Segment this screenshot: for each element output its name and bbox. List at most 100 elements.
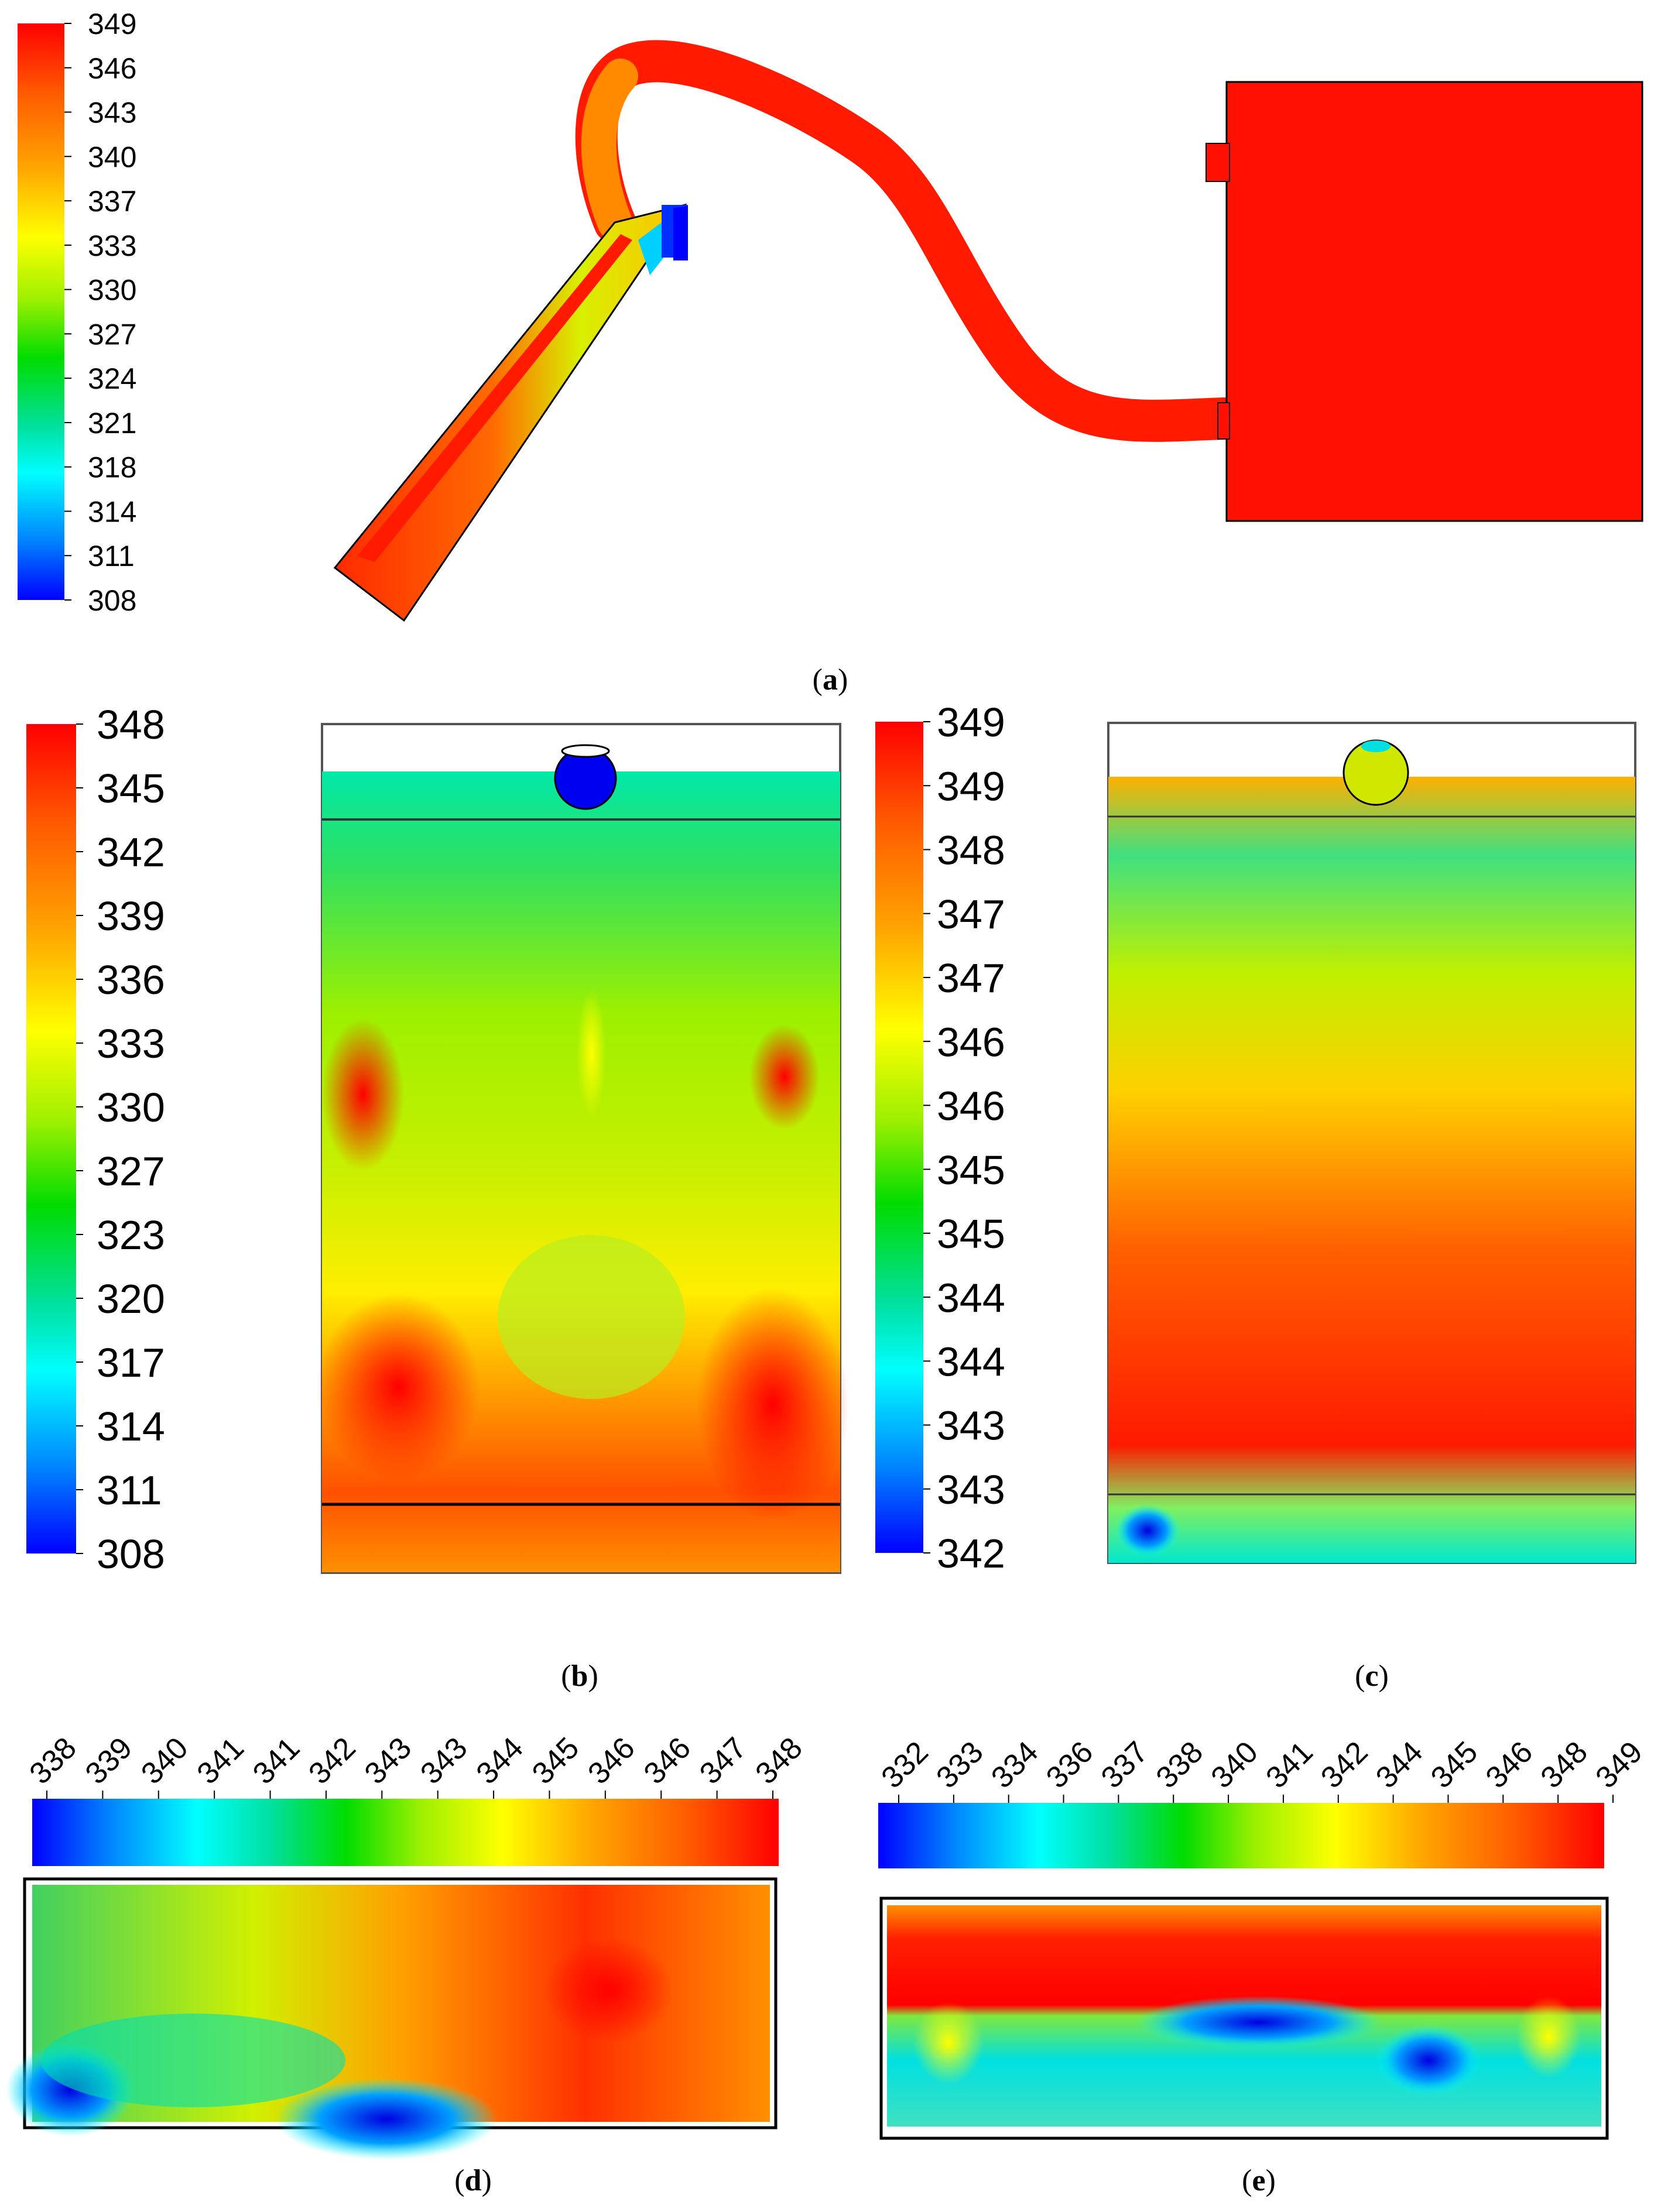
scale-label: 330 xyxy=(88,274,136,307)
panel-c-contour xyxy=(1107,722,1636,1564)
panel-a-colorbar xyxy=(18,23,64,600)
scale-label: 340 xyxy=(1205,1735,1265,1795)
panel-c-scale-ticks: 349 349 348 347 347 346 346 345 345 344 344 343 343 3… xyxy=(923,699,1005,1576)
scale-label: 314 xyxy=(97,1404,165,1449)
scale-label: 341 xyxy=(191,1731,251,1791)
scale-label: 344 xyxy=(937,1339,1005,1385)
caption-letter: b xyxy=(571,1659,588,1693)
scale-label: 341 xyxy=(1259,1735,1319,1795)
panel-b-scale-ticks: 348 345 342 339 336 333 330 327 323 320 317 314 311 3… xyxy=(76,702,165,1577)
scale-label: 349 xyxy=(1589,1735,1649,1795)
scale-label: 311 xyxy=(97,1467,162,1513)
scale-label: 344 xyxy=(470,1731,530,1791)
scale-label: 343 xyxy=(358,1731,418,1791)
panel-a-caption: (a) xyxy=(813,663,848,697)
panel-a-tank xyxy=(1205,81,1643,522)
scale-label: 336 xyxy=(1040,1735,1100,1795)
scale-label: 318 xyxy=(88,451,136,484)
caption-letter: c xyxy=(1365,1659,1378,1693)
scale-label: 333 xyxy=(88,229,136,262)
scale-label: 346 xyxy=(581,1731,641,1791)
scale-label: 327 xyxy=(88,318,136,351)
scale-label: 345 xyxy=(97,766,165,811)
scale-label: 327 xyxy=(97,1148,165,1194)
scale-label: 336 xyxy=(97,957,165,1003)
scale-label: 314 xyxy=(88,495,136,528)
scale-label: 337 xyxy=(88,185,136,218)
panel-e: 3323333343363373383403413423443453463483… xyxy=(875,1735,1649,2197)
scale-label: 341 xyxy=(246,1731,306,1791)
scale-label: 348 xyxy=(749,1731,809,1791)
caption-letter: a xyxy=(823,663,838,697)
scale-label: 311 xyxy=(88,540,135,572)
panel-a: 349 346 343 340 337 333 330 327 324 321 318 314 311 3… xyxy=(18,8,1643,697)
scale-label: 349 xyxy=(88,8,136,40)
caption-letter: e xyxy=(1252,2164,1265,2197)
scale-label: 340 xyxy=(135,1731,194,1791)
scale-label: 344 xyxy=(1369,1735,1429,1795)
scale-label: 338 xyxy=(1150,1735,1210,1795)
panel-e-caption: (e) xyxy=(1242,2164,1276,2197)
scale-label: 345 xyxy=(1424,1735,1484,1795)
panel-b: 348 345 342 339 336 333 330 327 323 320 317 314 311 3… xyxy=(26,702,849,1693)
scale-label: 343 xyxy=(414,1731,474,1791)
scale-label: 346 xyxy=(638,1731,697,1791)
scale-label: 346 xyxy=(937,1083,1005,1129)
panel-c-caption: (c) xyxy=(1355,1659,1389,1693)
panel-b-colorbar xyxy=(26,724,76,1553)
scale-label: 346 xyxy=(1480,1735,1539,1795)
scale-label: 340 xyxy=(88,140,136,173)
scale-label: 348 xyxy=(97,702,165,747)
scale-label: 342 xyxy=(1314,1735,1374,1795)
panel-d-caption: (d) xyxy=(454,2164,492,2197)
scale-label: 347 xyxy=(937,891,1005,937)
caption-letter: d xyxy=(465,2164,482,2197)
scale-label: 347 xyxy=(937,955,1005,1001)
scale-label: 348 xyxy=(937,828,1005,873)
scale-label: 348 xyxy=(1535,1735,1594,1795)
scale-label: 337 xyxy=(1095,1735,1155,1795)
scale-label: 342 xyxy=(97,829,165,875)
scale-label: 343 xyxy=(937,1467,1005,1513)
scale-label: 320 xyxy=(97,1276,165,1322)
scale-label: 332 xyxy=(875,1735,934,1795)
scale-label: 324 xyxy=(88,362,136,395)
scale-label: 344 xyxy=(937,1275,1005,1321)
scale-label: 342 xyxy=(302,1731,362,1791)
scale-label: 346 xyxy=(88,52,136,85)
scale-label: 339 xyxy=(97,893,165,939)
scale-label: 345 xyxy=(937,1147,1005,1193)
panel-d-colorbar xyxy=(32,1799,779,1866)
scale-label: 333 xyxy=(97,1021,165,1066)
scale-label: 333 xyxy=(930,1735,989,1795)
panel-a-collector xyxy=(333,203,688,622)
scale-label: 345 xyxy=(937,1211,1005,1257)
scale-label: 342 xyxy=(937,1531,1005,1576)
panel-d-contour xyxy=(6,1877,778,2160)
scale-label: 349 xyxy=(937,763,1005,809)
panel-b-caption: (b) xyxy=(561,1659,598,1693)
panel-d-scale-ticks: 3383393403413413423433433443453463463473… xyxy=(23,1731,809,1799)
panel-e-contour xyxy=(879,1897,1609,2140)
scale-label: 323 xyxy=(97,1212,165,1258)
scale-label: 347 xyxy=(693,1731,753,1791)
panel-a-hose xyxy=(575,40,1245,442)
panel-a-scale-ticks: 349 346 343 340 337 333 330 327 324 321 318 314 311 3… xyxy=(64,8,136,617)
panel-b-contour xyxy=(316,723,849,1574)
scale-label: 345 xyxy=(526,1731,585,1791)
scale-label: 317 xyxy=(97,1340,165,1385)
scale-label: 334 xyxy=(985,1735,1044,1795)
panel-e-scale-ticks: 3323333343363373383403413423443453463483… xyxy=(875,1735,1649,1803)
scale-label: 321 xyxy=(88,407,136,440)
scale-label: 349 xyxy=(937,699,1005,745)
scale-label: 338 xyxy=(23,1731,83,1791)
panel-c: 349 349 348 347 347 346 346 345 345 344 344 343 343 3… xyxy=(875,699,1636,1693)
panel-e-colorbar xyxy=(878,1803,1604,1868)
scale-label: 330 xyxy=(97,1085,165,1130)
scale-label: 343 xyxy=(937,1403,1005,1449)
scale-label: 343 xyxy=(88,97,136,129)
scale-label: 308 xyxy=(97,1531,165,1577)
panel-c-colorbar xyxy=(875,722,923,1553)
panel-d: 3383393403413413423433433443453463463473… xyxy=(6,1731,809,2197)
